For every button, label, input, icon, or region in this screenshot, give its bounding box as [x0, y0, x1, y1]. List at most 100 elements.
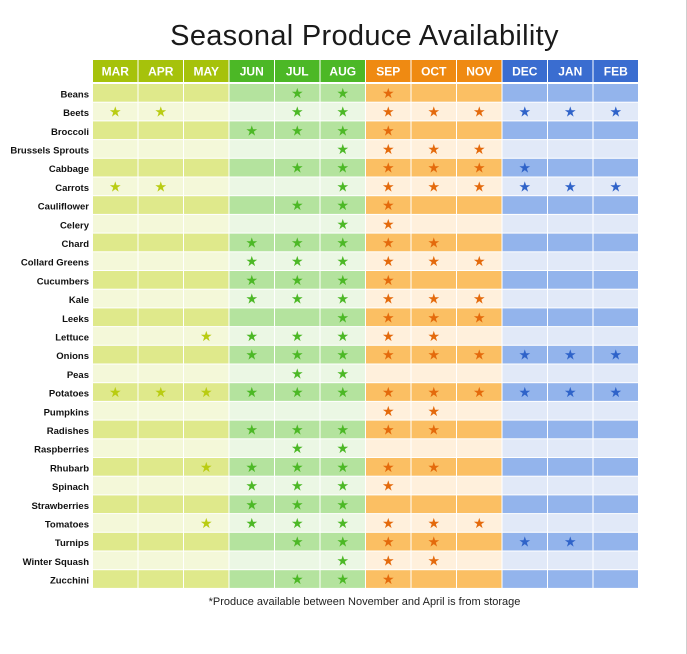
star-beets-oct: ★ [427, 105, 440, 121]
cell-rhubarb-sep [366, 458, 411, 476]
star-pumpkins-sep: ★ [382, 404, 395, 420]
star-beans-jul: ★ [291, 86, 304, 102]
cell-spinach-apr [138, 476, 183, 495]
row-label-carrots: Carrots [55, 183, 89, 194]
month-label-mar: MAR [102, 65, 130, 79]
cell-cauliflower-dec [502, 196, 547, 214]
star-zucchini-aug: ★ [336, 572, 349, 588]
cell-cabbage-dec [502, 158, 547, 177]
cell-raspberries-dec [502, 439, 547, 457]
cell-collard-greens-may [184, 252, 229, 270]
star-broccoli-aug: ★ [336, 123, 349, 139]
cell-beans-sep [366, 84, 411, 102]
cell-carrots-dec [502, 177, 547, 196]
cell-zucchini-apr [138, 570, 183, 588]
cell-brussels-sprouts-jan [548, 140, 593, 158]
cell-cauliflower-jul [275, 196, 320, 214]
month-header-aug [320, 60, 365, 82]
cell-collard-greens-jan [548, 252, 593, 270]
star-chard-aug: ★ [336, 235, 349, 251]
cell-lettuce-aug [320, 327, 365, 345]
cell-chard-nov [457, 233, 502, 252]
star-radishes-aug: ★ [336, 422, 349, 438]
cell-beets-aug [320, 102, 365, 121]
cell-broccoli-jan [548, 121, 593, 140]
star-beets-feb: ★ [609, 105, 622, 121]
cell-zucchini-feb [593, 570, 638, 588]
cell-potatoes-may [184, 383, 229, 401]
cell-potatoes-jun [229, 383, 274, 401]
month-header-nov [457, 60, 502, 82]
row-label-leeks: Leeks [62, 314, 89, 325]
cell-kale-may [184, 289, 229, 308]
cell-potatoes-feb [593, 383, 638, 401]
cell-cucumbers-jun [229, 271, 274, 289]
cell-pumpkins-sep [366, 401, 411, 420]
cell-cucumbers-may [184, 271, 229, 289]
month-label-may: MAY [193, 65, 219, 79]
cell-rhubarb-mar [93, 458, 138, 476]
cell-leeks-aug [320, 308, 365, 327]
row-label-beets: Beets [63, 108, 89, 119]
cell-raspberries-nov [457, 439, 502, 457]
star-beans-sep: ★ [382, 86, 395, 102]
cell-zucchini-jul [275, 570, 320, 588]
cell-cucumbers-mar [93, 271, 138, 289]
cell-celery-jul [275, 214, 320, 233]
cell-pumpkins-nov [457, 401, 502, 420]
cell-tomatoes-nov [457, 514, 502, 532]
cell-winter-squash-apr [138, 551, 183, 570]
star-lettuce-may: ★ [200, 329, 213, 345]
cell-spinach-jan [548, 476, 593, 495]
cell-onions-aug [320, 345, 365, 364]
star-onions-oct: ★ [427, 348, 440, 364]
star-tomatoes-may: ★ [200, 516, 213, 532]
cell-winter-squash-may [184, 551, 229, 570]
cell-strawberries-mar [93, 495, 138, 514]
star-rhubarb-jun: ★ [245, 460, 258, 476]
cell-beets-oct [411, 102, 456, 121]
row-label-broccoli: Broccoli [51, 127, 89, 138]
cell-tomatoes-aug [320, 514, 365, 532]
row-label-celery: Celery [60, 220, 90, 231]
cell-rhubarb-nov [457, 458, 502, 476]
cell-turnips-apr [138, 532, 183, 551]
star-collard-greens-oct: ★ [427, 254, 440, 270]
star-kale-aug: ★ [336, 292, 349, 308]
cell-broccoli-dec [502, 121, 547, 140]
star-carrots-sep: ★ [382, 179, 395, 195]
star-carrots-feb: ★ [609, 179, 622, 195]
cell-cauliflower-apr [138, 196, 183, 214]
star-leeks-nov: ★ [473, 310, 486, 326]
star-onions-aug: ★ [336, 348, 349, 364]
cell-brussels-sprouts-may [184, 140, 229, 158]
cell-cabbage-sep [366, 158, 411, 177]
star-brussels-sprouts-oct: ★ [427, 142, 440, 158]
cell-lettuce-oct [411, 327, 456, 345]
star-cabbage-aug: ★ [336, 161, 349, 177]
cell-leeks-jul [275, 308, 320, 327]
cell-rhubarb-jun [229, 458, 274, 476]
star-carrots-oct: ★ [427, 179, 440, 195]
cell-leeks-nov [457, 308, 502, 327]
cell-beets-dec [502, 102, 547, 121]
star-turnips-oct: ★ [427, 535, 440, 551]
cell-radishes-feb [593, 420, 638, 439]
month-header-jan [548, 60, 593, 82]
month-header-feb [593, 60, 638, 82]
star-tomatoes-aug: ★ [336, 516, 349, 532]
star-beets-apr: ★ [154, 105, 167, 121]
cell-cauliflower-jan [548, 196, 593, 214]
cell-strawberries-dec [502, 495, 547, 514]
cell-leeks-dec [502, 308, 547, 327]
star-beets-jan: ★ [564, 105, 577, 121]
star-cauliflower-sep: ★ [382, 198, 395, 214]
star-onions-sep: ★ [382, 348, 395, 364]
cell-pumpkins-may [184, 401, 229, 420]
cell-leeks-mar [93, 308, 138, 327]
cell-beans-apr [138, 84, 183, 102]
cell-leeks-jan [548, 308, 593, 327]
cell-strawberries-jan [548, 495, 593, 514]
row-label-turnips: Turnips [55, 538, 89, 549]
